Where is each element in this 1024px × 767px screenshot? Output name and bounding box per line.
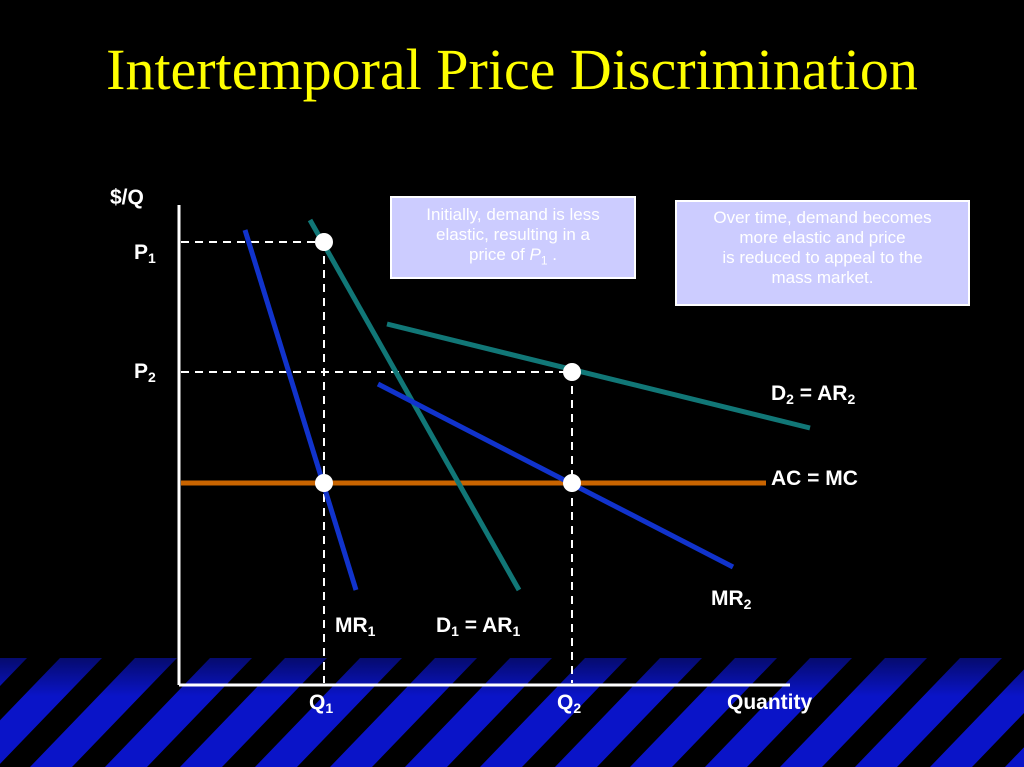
- page-title: Intertemporal Price Discrimination: [106, 37, 918, 102]
- x-axis-label: Quantity: [727, 691, 813, 714]
- mr2-mc-point: [563, 474, 581, 492]
- p1-label: P1: [134, 241, 156, 266]
- mr1-curve: [242, 229, 359, 591]
- d2-curve: [386, 321, 811, 431]
- footer-stripe: [0, 658, 27, 687]
- p2-label: P2: [134, 360, 156, 385]
- note-line: mass market.: [771, 268, 874, 287]
- y-axis-label: $/Q: [110, 186, 144, 209]
- d1-label: D1 = AR1: [436, 614, 521, 639]
- note-line: price of P1 .: [469, 245, 557, 268]
- mr2-label: MR2: [711, 587, 752, 612]
- footer-stripe: [855, 658, 1002, 767]
- footer-stripe: [30, 658, 177, 767]
- note-line: elastic, resulting in a: [435, 225, 591, 244]
- mr2-curve: [376, 381, 735, 570]
- over-time-demand-note: Over time, demand becomes more elastic a…: [675, 200, 970, 306]
- footer-stripe: [780, 658, 927, 767]
- q1-label: Q1: [309, 691, 334, 716]
- footer-stripe: [0, 658, 102, 764]
- p2-q2-point: [563, 363, 581, 381]
- footer-stripe: [1005, 747, 1024, 767]
- d2-label: D2 = AR2: [771, 382, 856, 407]
- ac-mc-label: AC = MC: [771, 467, 858, 490]
- mr1-mc-point: [315, 474, 333, 492]
- initial-demand-note: Initially, demand is less elastic, resul…: [390, 196, 636, 279]
- note-line: more elastic and price: [739, 228, 906, 247]
- note-line: is reduced to appeal to the: [722, 248, 923, 267]
- footer-stripe: [930, 669, 1024, 767]
- q2-label: Q2: [557, 691, 582, 716]
- mr1-label: MR1: [335, 614, 376, 639]
- p1-q1-point: [315, 233, 333, 251]
- footer-stripe: [705, 658, 852, 767]
- note-line: Initially, demand is less: [426, 205, 600, 224]
- note-line: Over time, demand becomes: [713, 208, 932, 227]
